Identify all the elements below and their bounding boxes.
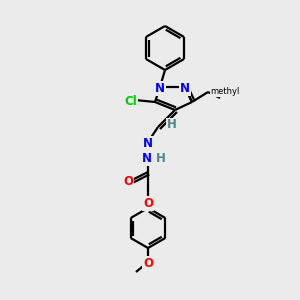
Text: O: O	[143, 197, 153, 210]
Text: N: N	[143, 137, 153, 150]
Text: O: O	[123, 175, 133, 188]
Text: N: N	[155, 82, 165, 95]
Text: N: N	[142, 152, 152, 165]
Text: N: N	[180, 82, 190, 95]
Text: methyl: methyl	[210, 88, 239, 97]
Text: Cl: Cl	[124, 95, 137, 108]
Text: H: H	[156, 152, 166, 166]
Text: H: H	[167, 118, 177, 131]
Text: O: O	[143, 257, 153, 270]
